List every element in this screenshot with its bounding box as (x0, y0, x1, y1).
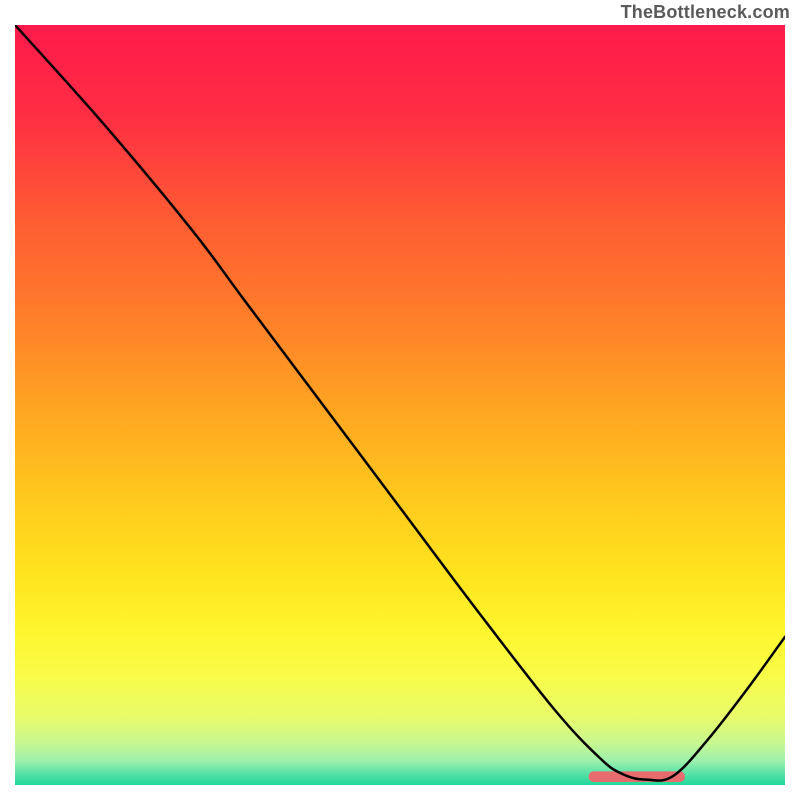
chart-plot-area (15, 25, 785, 785)
chart-overlay-svg (15, 25, 785, 785)
attribution-text: TheBottleneck.com (621, 2, 790, 23)
chart-line (15, 25, 785, 781)
